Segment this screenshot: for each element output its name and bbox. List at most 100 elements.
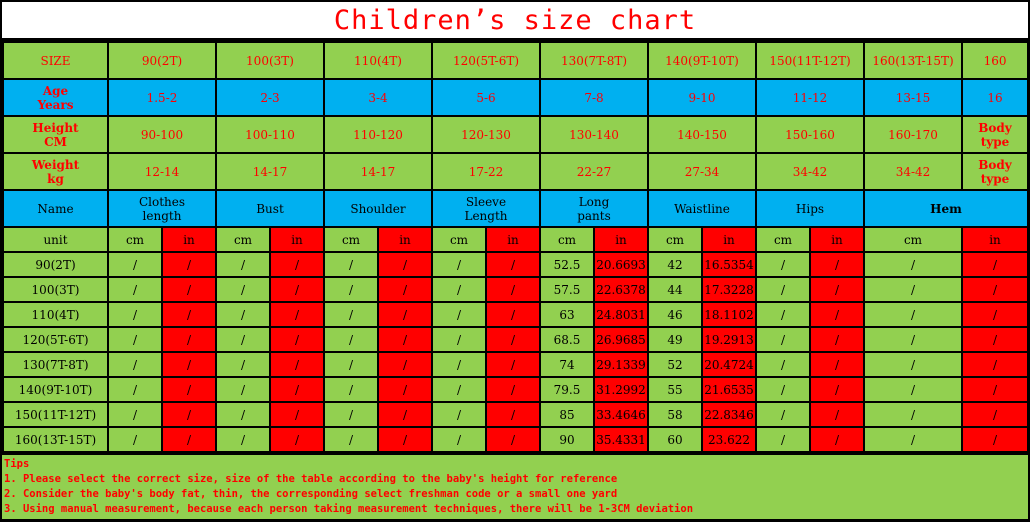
in-cell: / — [487, 353, 539, 376]
cm-cell: / — [217, 353, 269, 376]
pants-cm-cell: 63 — [541, 303, 593, 326]
unit-in: in — [271, 228, 323, 251]
tips-panel: Tips 1. Please select the correct size, … — [2, 455, 1028, 519]
age-row: Age Years 1.5-2 2-3 3-4 5-6 7-8 9-10 11-1… — [4, 80, 1028, 115]
hem-in-cell: / — [963, 328, 1028, 351]
cm-cell: / — [433, 353, 485, 376]
in-cell: / — [163, 403, 215, 426]
age-label: Age Years — [4, 80, 107, 115]
pants-in-cell: 31.2992 — [595, 378, 647, 401]
weight-cell: 34-42 — [757, 154, 864, 189]
in-cell: / — [487, 303, 539, 326]
unit-in: in — [163, 228, 215, 251]
weight-row: Weight kg 12-14 14-17 14-17 17-22 22-27 2… — [4, 154, 1028, 189]
cm-cell: / — [433, 278, 485, 301]
cm-cell: / — [217, 303, 269, 326]
pants-in-cell: 26.9685 — [595, 328, 647, 351]
in-cell: / — [487, 428, 539, 451]
in-cell: / — [163, 253, 215, 276]
hips-in-cell: / — [811, 378, 864, 401]
in-cell: / — [163, 328, 215, 351]
table-row: 140(9T-10T) / / / / / / //79.5 31.2992 55 21.6535/… — [4, 378, 1028, 401]
in-cell: / — [379, 378, 431, 401]
pants-in-cell: 24.8031 — [595, 303, 647, 326]
height-cell: 110-120 — [325, 117, 431, 152]
unit-in: in — [963, 228, 1028, 251]
age-cell: 9-10 — [649, 80, 755, 115]
hem-header: Hem — [865, 191, 1028, 226]
clothes-length-header: Clothes length — [109, 191, 215, 226]
cm-cell: / — [109, 428, 161, 451]
height-cell: 130-140 — [541, 117, 647, 152]
hips-in-cell: / — [811, 428, 864, 451]
hem-cm-cell: / — [865, 328, 962, 351]
cm-cell: / — [109, 303, 161, 326]
in-cell: / — [163, 428, 215, 451]
weight-body-type: Body type — [963, 154, 1028, 189]
cm-cell: / — [109, 353, 161, 376]
height-body-type: Body type — [963, 117, 1028, 152]
waist-cm-cell: 58 — [649, 403, 701, 426]
cm-cell: / — [325, 253, 377, 276]
tips-heading: Tips — [4, 458, 30, 470]
hips-in-cell: / — [811, 353, 864, 376]
in-cell: / — [271, 303, 323, 326]
row-size-label: 160(13T-15T) — [4, 428, 107, 451]
tip-line: 1. Please select the correct size, size … — [4, 473, 618, 485]
unit-in: in — [487, 228, 539, 251]
hips-in-cell: / — [811, 278, 864, 301]
hem-in-cell: / — [963, 403, 1028, 426]
in-cell: / — [163, 278, 215, 301]
pants-cm-cell: 68.5 — [541, 328, 593, 351]
size-cell: 110(4T) — [325, 43, 431, 78]
unit-cm: cm — [217, 228, 269, 251]
cm-cell: / — [109, 253, 161, 276]
waist-cm-cell: 42 — [649, 253, 701, 276]
pants-in-cell: 33.4646 — [595, 403, 647, 426]
sleeve-length-header: Sleeve Length — [433, 191, 539, 226]
in-cell: / — [487, 278, 539, 301]
hips-cm-cell: / — [757, 303, 809, 326]
hem-cm-cell: / — [865, 353, 962, 376]
hips-cm-cell: / — [757, 253, 809, 276]
unit-cm: cm — [541, 228, 593, 251]
waistline-header: Waistline — [649, 191, 755, 226]
pants-in-cell: 29.1339 — [595, 353, 647, 376]
unit-cm: cm — [109, 228, 161, 251]
in-cell: / — [271, 328, 323, 351]
cm-cell: / — [433, 253, 485, 276]
cm-cell: / — [433, 328, 485, 351]
pants-cm-cell: 57.5 — [541, 278, 593, 301]
weight-cell: 27-34 — [649, 154, 755, 189]
waist-cm-cell: 46 — [649, 303, 701, 326]
shoulder-header: Shoulder — [325, 191, 431, 226]
hem-in-cell: / — [963, 378, 1028, 401]
cm-cell: / — [325, 378, 377, 401]
row-size-label: 150(11T-12T) — [4, 403, 107, 426]
waist-cm-cell: 52 — [649, 353, 701, 376]
row-size-label: 100(3T) — [4, 278, 107, 301]
height-cell: 120-130 — [433, 117, 539, 152]
table-row: 100(3T) / / / / / / //57.5 22.6378 44 17.3228// / / — [4, 278, 1028, 301]
hem-in-cell: / — [963, 278, 1028, 301]
cm-cell: / — [433, 428, 485, 451]
name-header: Name — [4, 191, 107, 226]
pants-cm-cell: 79.5 — [541, 378, 593, 401]
hips-header: Hips — [757, 191, 864, 226]
cm-cell: / — [325, 353, 377, 376]
in-cell: / — [379, 278, 431, 301]
in-cell: / — [379, 353, 431, 376]
long-pants-header: Long pants — [541, 191, 647, 226]
weight-cell: 12-14 — [109, 154, 215, 189]
table-row: 150(11T-12T) / / / / / / //85 33.4646 58 22.8346//… — [4, 403, 1028, 426]
waist-cm-cell: 44 — [649, 278, 701, 301]
hips-in-cell: / — [811, 303, 864, 326]
age-cell: 11-12 — [757, 80, 864, 115]
waist-cm-cell: 60 — [649, 428, 701, 451]
bust-header: Bust — [217, 191, 323, 226]
table-row: 160(13T-15T) / / / / / / //90 35.4331 60 23.622// /… — [4, 428, 1028, 451]
cm-cell: / — [433, 403, 485, 426]
hips-in-cell: / — [811, 403, 864, 426]
tip-line: 3. Using manual measurement, because eac… — [4, 503, 694, 515]
size-cell: 100(3T) — [217, 43, 323, 78]
